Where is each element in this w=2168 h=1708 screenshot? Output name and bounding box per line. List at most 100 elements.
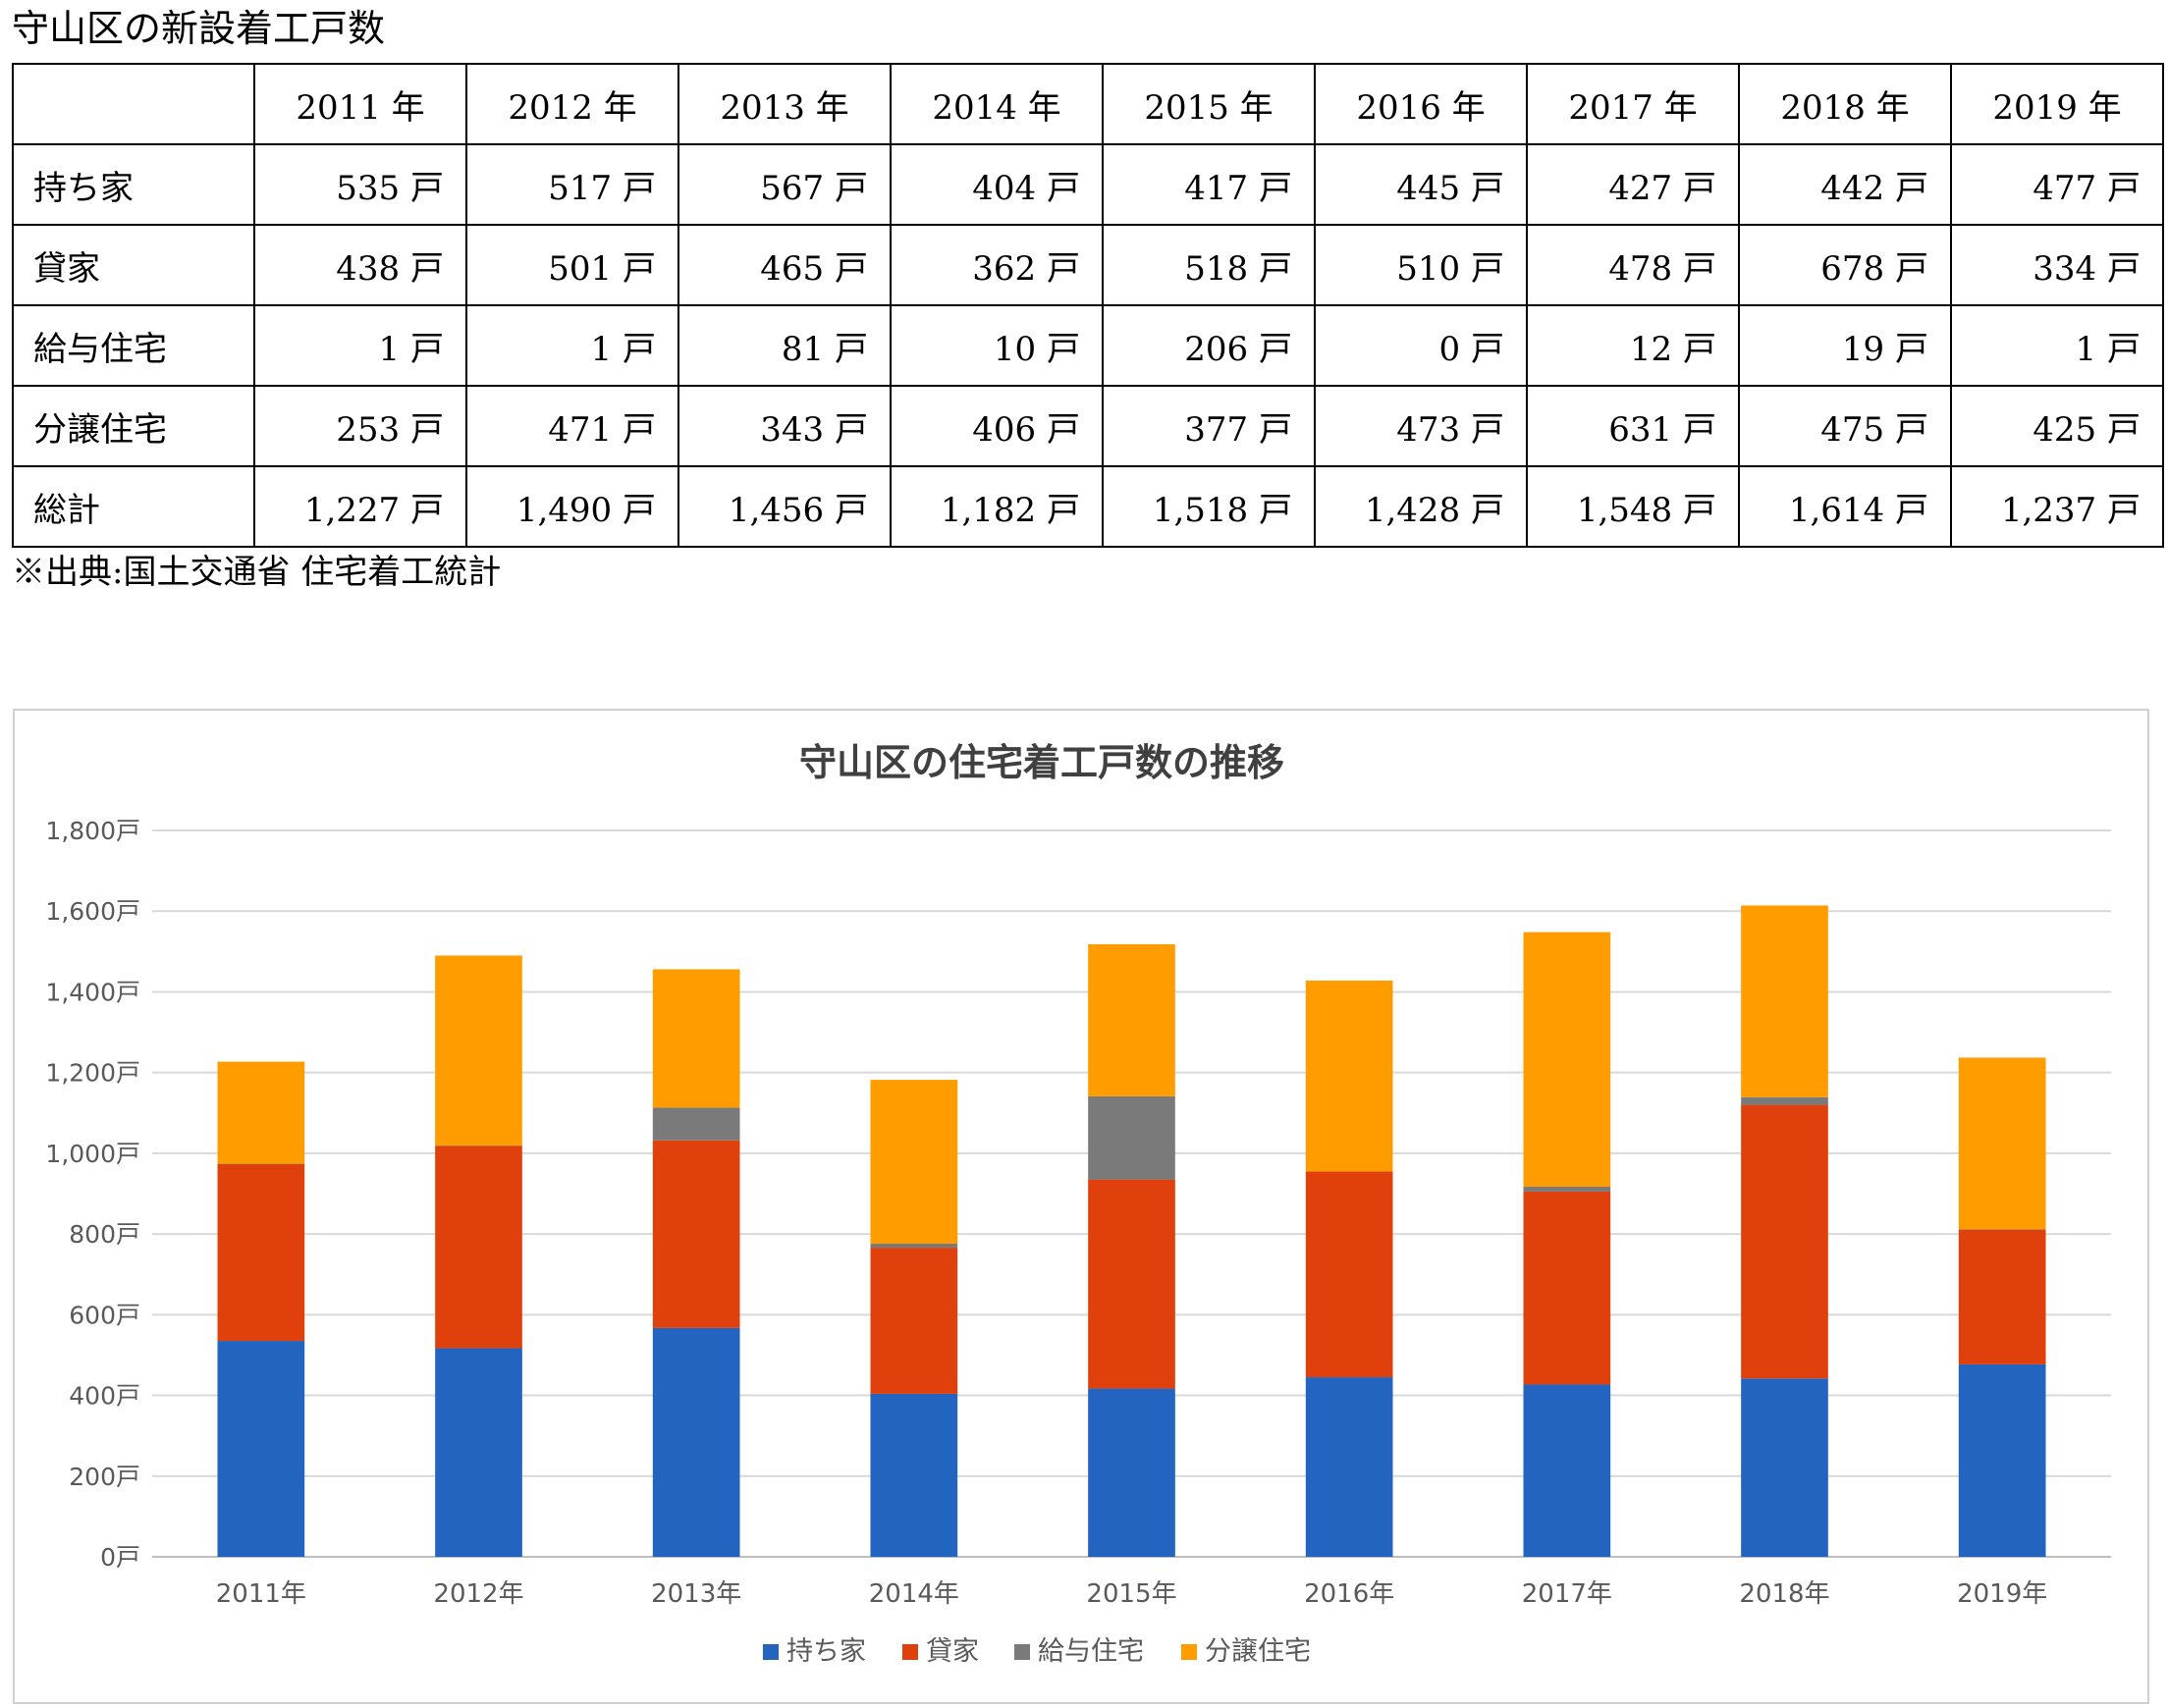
bar-segment <box>217 1061 305 1164</box>
bar-segment <box>1958 1363 2046 1557</box>
row-label: 分譲住宅 <box>12 385 255 467</box>
bar-segment <box>1741 905 1828 1097</box>
table-cell: 404 戸 <box>890 143 1104 226</box>
bar-segment <box>1305 1377 1393 1557</box>
row-label: 給与住宅 <box>12 304 255 387</box>
x-tick-label: 2019年 <box>1957 1579 2047 1609</box>
y-tick-label: 400戸 <box>69 1382 140 1411</box>
bar-segment <box>1088 943 1175 1096</box>
table-cell: 343 戸 <box>678 385 892 467</box>
table-cell: 1,548 戸 <box>1526 465 1740 548</box>
table-cell: 518 戸 <box>1102 224 1316 306</box>
table-cell: 0 戸 <box>1314 304 1528 387</box>
x-tick-label: 2013年 <box>651 1579 741 1609</box>
x-tick-label: 2011年 <box>216 1579 306 1609</box>
bar-segment <box>1523 1187 1611 1192</box>
bar-segment <box>1958 1057 2046 1230</box>
table-cell: 253 戸 <box>253 385 467 467</box>
table-cell: 417 戸 <box>1102 143 1316 226</box>
table-cell: 81 戸 <box>678 304 892 387</box>
table-cell: 206 戸 <box>1102 304 1316 387</box>
bar-segment <box>652 1107 740 1141</box>
table-header-row: 2011 年 2012 年 2013 年 2014 年 2015 年 2016 年 2017… <box>12 63 2164 145</box>
y-tick-label: 1,000戸 <box>45 1140 140 1168</box>
legend-label: 持ち家 <box>786 1636 866 1667</box>
table-cell: 567 戸 <box>678 143 892 226</box>
table-cell: 678 戸 <box>1738 224 1952 306</box>
year-header: 2013 年 <box>678 63 892 145</box>
y-tick-label: 600戸 <box>69 1301 140 1329</box>
x-tick-label: 2016年 <box>1304 1579 1394 1609</box>
table-row: 総計 1,227 戸 1,490 戸 1,456 戸 1,182 戸 1,518 戸 1,4… <box>12 465 2164 548</box>
table-cell: 1 戸 <box>1950 304 2164 387</box>
y-tick-label: 1,800戸 <box>45 817 140 845</box>
bar-segment <box>870 1248 958 1394</box>
bar-segment <box>870 1080 958 1244</box>
legend-label: 給与住宅 <box>1038 1636 1144 1667</box>
table-row: 貸家 438 戸 501 戸 465 戸 362 戸 518 戸 510 戸 478 戸 678… <box>12 224 2164 306</box>
bar-segment <box>1523 932 1611 1188</box>
source-note: ※出典:国土交通省 住宅着工統計 <box>12 553 502 592</box>
bar-segment <box>435 955 522 1147</box>
table-cell: 473 戸 <box>1314 385 1528 467</box>
year-header: 2016 年 <box>1314 63 1528 145</box>
year-header: 2017 年 <box>1526 63 1740 145</box>
table-cell: 1,456 戸 <box>678 465 892 548</box>
x-tick-label: 2012年 <box>433 1579 523 1609</box>
table-cell: 478 戸 <box>1526 224 1740 306</box>
table-cell: 1,182 戸 <box>890 465 1104 548</box>
bar-segment <box>652 969 740 1108</box>
table-cell: 334 戸 <box>1950 224 2164 306</box>
bar-segment <box>1088 1179 1175 1389</box>
y-tick-label: 0戸 <box>100 1543 140 1572</box>
table-cell: 377 戸 <box>1102 385 1316 467</box>
table-cell: 1,237 戸 <box>1950 465 2164 548</box>
chart-frame: 守山区の住宅着工戸数の推移 0戸 200戸 400戸 600戸 800戸 1,000戸 1,2… <box>13 709 2149 1704</box>
x-tick-label: 2015年 <box>1086 1579 1176 1609</box>
bar-segment <box>1305 980 1393 1172</box>
legend-label: 分譲住宅 <box>1205 1636 1311 1667</box>
legend-swatch <box>763 1644 779 1660</box>
table-cell: 10 戸 <box>890 304 1104 387</box>
legend-label: 貸家 <box>926 1636 979 1667</box>
y-tick-label: 1,400戸 <box>45 978 140 1006</box>
table-cell: 510 戸 <box>1314 224 1528 306</box>
stacked-bar-chart: 守山区の住宅着工戸数の推移 0戸 200戸 400戸 600戸 800戸 1,000戸 1,2… <box>45 741 2111 1667</box>
x-tick-label: 2014年 <box>869 1579 959 1609</box>
table-cell: 1,490 戸 <box>465 465 679 548</box>
housing-starts-table: 2011 年 2012 年 2013 年 2014 年 2015 年 2016 年 2017… <box>12 63 2164 548</box>
table-cell: 425 戸 <box>1950 385 2164 467</box>
bar-segment <box>217 1341 305 1557</box>
table-cell: 1,227 戸 <box>253 465 467 548</box>
bar-segment <box>1088 1095 1175 1180</box>
table-cell: 442 戸 <box>1738 143 1952 226</box>
bar-segment <box>1958 1229 2046 1364</box>
year-header: 2011 年 <box>253 63 467 145</box>
bar-segment <box>1523 1384 1611 1557</box>
table-cell: 465 戸 <box>678 224 892 306</box>
table-corner-cell <box>12 63 255 145</box>
table-title: 守山区の新設着工戸数 <box>12 7 386 50</box>
legend-swatch <box>902 1644 918 1660</box>
bar-segment <box>1088 1388 1175 1557</box>
bar-segment <box>1305 1171 1393 1378</box>
table-cell: 477 戸 <box>1950 143 2164 226</box>
y-tick-label: 200戸 <box>69 1463 140 1491</box>
table-cell: 12 戸 <box>1526 304 1740 387</box>
year-header: 2019 年 <box>1950 63 2164 145</box>
table-cell: 362 戸 <box>890 224 1104 306</box>
row-label: 持ち家 <box>12 143 255 226</box>
table-row: 持ち家 535 戸 517 戸 567 戸 404 戸 417 戸 445 戸 427 戸 44… <box>12 143 2164 226</box>
table-cell: 445 戸 <box>1314 143 1528 226</box>
legend-swatch <box>1181 1644 1197 1660</box>
bar-segment <box>1741 1104 1828 1379</box>
year-header: 2018 年 <box>1738 63 1952 145</box>
y-tick-label: 800戸 <box>69 1220 140 1249</box>
bar-segment <box>435 1348 522 1557</box>
year-header: 2014 年 <box>890 63 1104 145</box>
y-tick-label: 1,200戸 <box>45 1059 140 1088</box>
table-cell: 427 戸 <box>1526 143 1740 226</box>
x-tick-label: 2018年 <box>1739 1579 1829 1609</box>
row-label: 貸家 <box>12 224 255 306</box>
